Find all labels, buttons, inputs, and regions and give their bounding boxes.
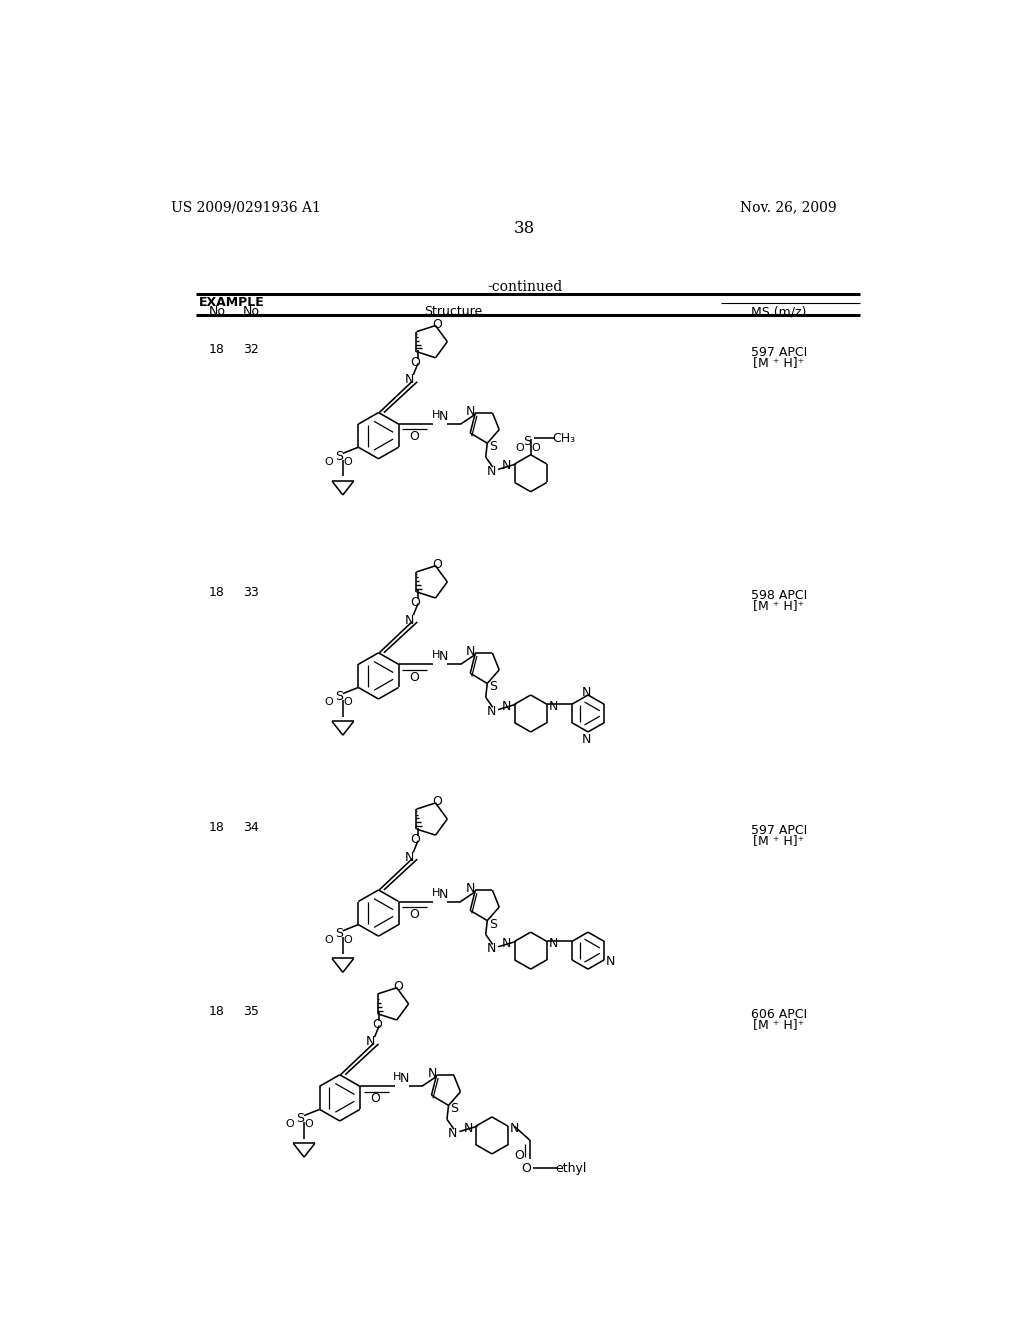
Text: Structure: Structure: [424, 305, 482, 318]
Text: O: O: [411, 595, 421, 609]
Text: O: O: [432, 558, 442, 572]
Text: N: N: [404, 850, 414, 863]
Text: N: N: [502, 459, 512, 473]
Text: S: S: [335, 450, 343, 462]
Text: 597 APCI: 597 APCI: [751, 824, 807, 837]
Text: 34: 34: [243, 821, 258, 834]
Text: S: S: [451, 1102, 458, 1115]
Text: MS (m/z): MS (m/z): [752, 305, 807, 318]
Text: O: O: [325, 935, 333, 945]
Text: N: N: [502, 937, 512, 950]
Text: O: O: [432, 795, 442, 808]
Text: [M ⁺ H]⁺: [M ⁺ H]⁺: [754, 356, 805, 370]
Text: H: H: [393, 1072, 401, 1082]
Text: O: O: [410, 908, 419, 920]
Text: N: N: [486, 705, 496, 718]
Text: O: O: [432, 318, 442, 331]
Text: O: O: [410, 430, 419, 444]
Text: H: H: [432, 887, 440, 898]
Text: O: O: [343, 935, 352, 945]
Text: N: N: [548, 700, 558, 713]
Text: O: O: [531, 444, 540, 453]
Text: S: S: [488, 440, 497, 453]
Text: [M ⁺ H]⁺: [M ⁺ H]⁺: [754, 834, 805, 846]
Text: 35: 35: [243, 1006, 259, 1019]
Text: 18: 18: [209, 1006, 224, 1019]
Text: N: N: [605, 956, 615, 969]
Text: S: S: [335, 927, 343, 940]
Text: H: H: [432, 651, 440, 660]
Text: S: S: [335, 690, 343, 702]
Text: N: N: [466, 645, 475, 659]
Text: N: N: [502, 700, 512, 713]
Text: 597 APCI: 597 APCI: [751, 346, 807, 359]
Text: N: N: [466, 882, 475, 895]
Text: O: O: [372, 1018, 382, 1031]
Text: O: O: [343, 457, 352, 467]
Text: [M ⁺ H]⁺: [M ⁺ H]⁺: [754, 599, 805, 612]
Text: N: N: [447, 1127, 457, 1140]
Text: CH₃: CH₃: [552, 432, 575, 445]
Text: Nov. 26, 2009: Nov. 26, 2009: [740, 201, 837, 215]
Text: N: N: [439, 651, 449, 664]
Text: US 2009/0291936 A1: US 2009/0291936 A1: [171, 201, 321, 215]
Text: H: H: [432, 411, 440, 420]
Text: O: O: [325, 697, 333, 708]
Text: O: O: [411, 355, 421, 368]
Text: O: O: [521, 1162, 530, 1175]
Text: S: S: [488, 917, 497, 931]
Text: ethyl: ethyl: [555, 1162, 587, 1175]
Text: N: N: [486, 942, 496, 956]
Text: N: N: [400, 1072, 410, 1085]
Text: No: No: [243, 305, 260, 318]
Text: 18: 18: [209, 343, 224, 356]
Text: N: N: [366, 1035, 376, 1048]
Text: N: N: [466, 405, 475, 418]
Text: 606 APCI: 606 APCI: [751, 1008, 807, 1022]
Text: -continued: -continued: [487, 280, 562, 294]
Text: [M ⁺ H]⁺: [M ⁺ H]⁺: [754, 1019, 805, 1031]
Text: O: O: [393, 979, 403, 993]
Text: N: N: [582, 686, 591, 698]
Text: O: O: [343, 697, 352, 708]
Text: 598 APCI: 598 APCI: [751, 589, 807, 602]
Text: O: O: [371, 1093, 380, 1105]
Text: O: O: [411, 833, 421, 846]
Text: 32: 32: [243, 343, 258, 356]
Text: N: N: [404, 374, 414, 387]
Text: 33: 33: [243, 586, 258, 599]
Text: EXAMPLE: EXAMPLE: [200, 296, 265, 309]
Text: 38: 38: [514, 220, 536, 238]
Text: 18: 18: [209, 586, 224, 599]
Text: O: O: [410, 671, 419, 684]
Text: 18: 18: [209, 821, 224, 834]
Text: S: S: [296, 1111, 304, 1125]
Text: N: N: [439, 411, 449, 424]
Text: S: S: [523, 436, 531, 449]
Text: O: O: [325, 457, 333, 467]
Text: O: O: [286, 1119, 295, 1130]
Text: N: N: [582, 734, 591, 747]
Text: No.: No.: [209, 305, 229, 318]
Text: O: O: [304, 1119, 313, 1130]
Text: N: N: [439, 887, 449, 900]
Text: S: S: [488, 680, 497, 693]
Text: N: N: [404, 614, 414, 627]
Text: N: N: [510, 1122, 519, 1135]
Text: N: N: [464, 1122, 473, 1135]
Text: O: O: [514, 1150, 524, 1163]
Text: N: N: [427, 1067, 436, 1080]
Text: N: N: [486, 465, 496, 478]
Text: O: O: [515, 444, 524, 453]
Text: N: N: [548, 937, 558, 950]
